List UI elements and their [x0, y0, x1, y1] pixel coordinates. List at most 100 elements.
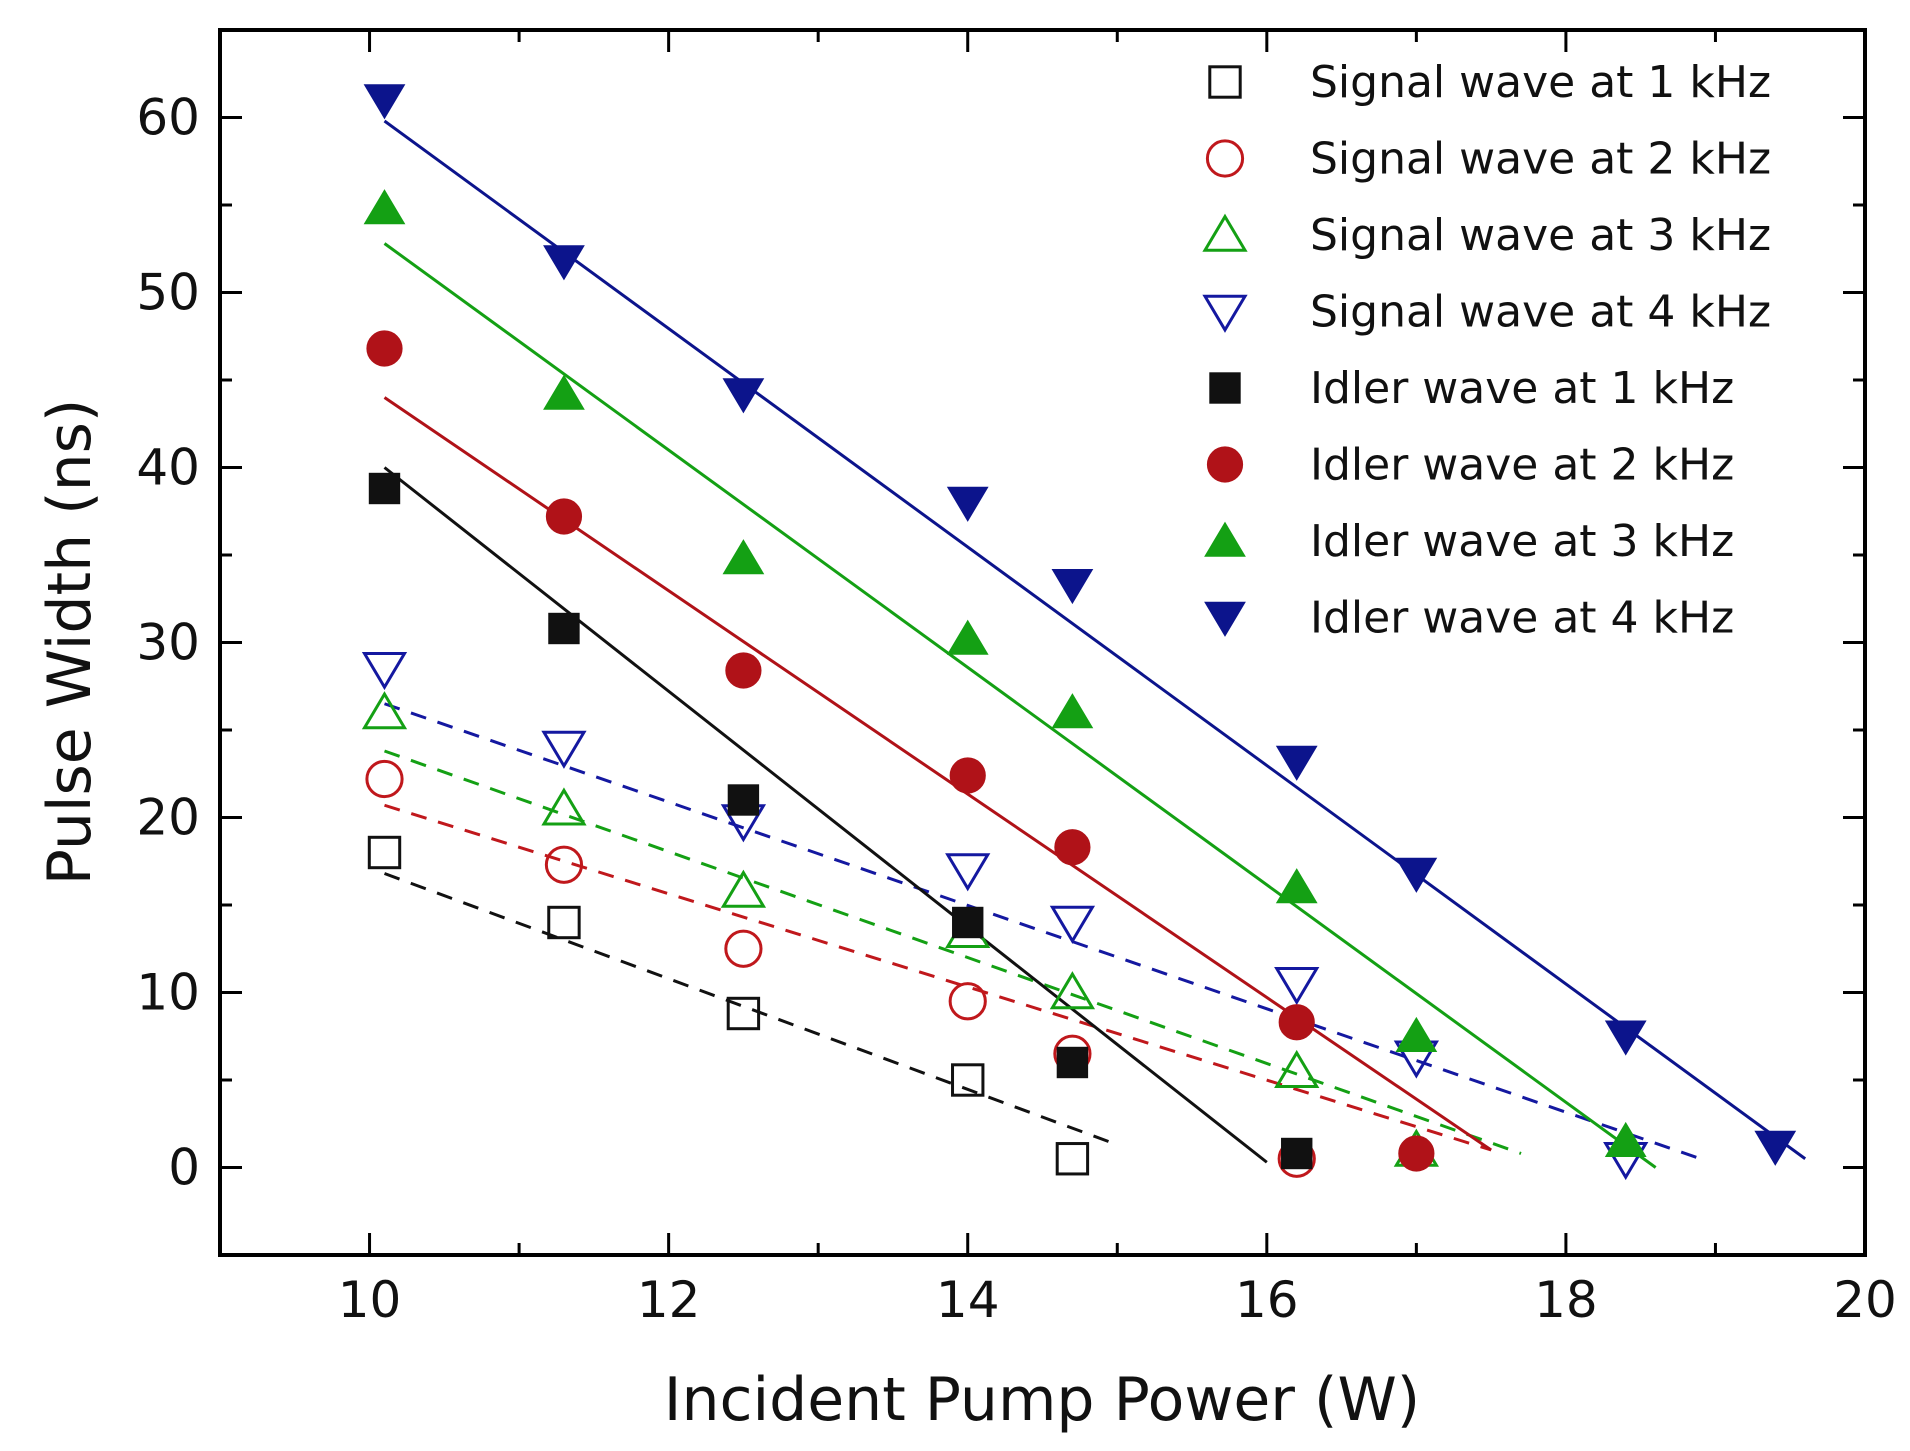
- legend-label-2: Signal wave at 2 kHz: [1310, 134, 1771, 185]
- data-point-s4-6: [1274, 967, 1320, 1006]
- data-point-s8-7: [1395, 857, 1438, 893]
- legend-marker-5: [1209, 372, 1241, 404]
- data-point-s7-3: [722, 539, 765, 575]
- data-point-s1-1: [367, 835, 402, 870]
- fit-line-2: [384, 803, 1492, 1152]
- y-tick-label: 30: [136, 614, 200, 672]
- x-tick-label: 16: [1235, 1271, 1299, 1329]
- legend-label-3: Signal wave at 3 kHz: [1310, 210, 1771, 261]
- x-tick-label: 20: [1833, 1271, 1897, 1329]
- legend-item-4: Signal wave at 4 kHz: [1202, 287, 1771, 338]
- x-axis-title: Incident Pump Power (W): [664, 1365, 1420, 1435]
- data-point-s5-5: [1056, 1046, 1089, 1079]
- data-point-s3-1: [361, 691, 408, 730]
- data-point-s3-2: [541, 787, 587, 826]
- x-tick-label: 18: [1534, 1271, 1598, 1329]
- data-point-s4-1: [361, 652, 408, 691]
- data-point-s3-6: [1274, 1049, 1320, 1088]
- data-point-s4-5: [1049, 905, 1096, 944]
- legend-marker-1: [1208, 65, 1242, 99]
- fit-line-1: [383, 872, 1118, 1147]
- data-point-s7-8: [1604, 1121, 1647, 1157]
- data-point-s8-9: [1754, 1130, 1797, 1166]
- y-axis-title: Pulse Width (ns): [35, 399, 105, 886]
- legend-item-3: Signal wave at 3 kHz: [1202, 210, 1771, 261]
- legend-item-8: Idler wave at 4 kHz: [1204, 593, 1734, 644]
- legend-item-1: Signal wave at 1 kHz: [1208, 57, 1771, 108]
- y-tick-label: 10: [136, 964, 200, 1022]
- data-point-s1-3: [726, 996, 761, 1031]
- data-point-s7-5: [1051, 693, 1094, 729]
- data-point-s5-4: [952, 906, 984, 939]
- data-point-s2-4: [948, 982, 987, 1021]
- legend-marker-2: [1205, 139, 1245, 178]
- data-point-s5-6: [1281, 1137, 1313, 1170]
- data-point-s6-4: [949, 757, 986, 794]
- y-tick-label: 40: [136, 439, 200, 497]
- legend-label-5: Idler wave at 1 kHz: [1310, 363, 1734, 414]
- legend-item-7: Idler wave at 3 kHz: [1204, 516, 1734, 567]
- data-point-s2-2: [544, 845, 584, 884]
- data-point-s6-7: [1398, 1135, 1435, 1172]
- legend-label-1: Signal wave at 1 kHz: [1310, 57, 1771, 108]
- y-tick-label: 20: [136, 789, 200, 847]
- data-point-s1-4: [951, 1063, 985, 1097]
- data-point-s5-3: [727, 784, 760, 816]
- legend-label-4: Signal wave at 4 kHz: [1310, 287, 1771, 338]
- data-point-s6-3: [725, 652, 762, 689]
- y-tick-label: 50: [136, 264, 200, 322]
- data-point-s4-4: [945, 853, 991, 892]
- x-tick-label: 14: [936, 1271, 1000, 1329]
- legend-marker-7: [1204, 521, 1246, 557]
- data-point-s7-6: [1275, 868, 1318, 904]
- legend-item-2: Signal wave at 2 kHz: [1205, 134, 1771, 185]
- data-point-s4-2: [541, 730, 587, 769]
- x-tick-label: 12: [637, 1271, 701, 1329]
- y-tick-label: 60: [136, 89, 200, 147]
- legend: Signal wave at 1 kHz Signal wave at 2 kHz…: [1202, 57, 1771, 644]
- data-point-s1-2: [547, 905, 581, 940]
- data-point-s7-7: [1395, 1016, 1438, 1052]
- legend-label-7: Idler wave at 3 kHz: [1310, 516, 1734, 567]
- data-point-s6-2: [545, 498, 583, 535]
- data-point-s8-1: [363, 84, 406, 120]
- fit-line-3: [383, 749, 1522, 1155]
- axis-ticks: 10 12 14 16 18 20 0 10 20 30 40 50 60: [136, 28, 1897, 1329]
- data-point-s8-8: [1604, 1020, 1647, 1056]
- data-point-s3-5: [1049, 971, 1096, 1010]
- legend-label-8: Idler wave at 4 kHz: [1310, 593, 1734, 644]
- data-point-s5-1: [368, 472, 401, 505]
- legend-marker-4: [1202, 294, 1248, 333]
- fit-line-8: [383, 119, 1807, 1160]
- legend-marker-6: [1206, 446, 1244, 483]
- data-point-s7-1: [363, 189, 406, 225]
- legend-marker-8: [1204, 601, 1246, 637]
- legend-item-5: Idler wave at 1 kHz: [1209, 363, 1734, 414]
- data-point-s3-3: [720, 869, 767, 908]
- fit-line-4: [384, 702, 1701, 1161]
- data-point-s7-2: [543, 374, 585, 410]
- data-point-s8-5: [1051, 569, 1094, 605]
- data-point-s8-4: [946, 486, 989, 522]
- data-point-s8-3: [722, 378, 765, 414]
- data-point-s8-2: [543, 245, 585, 281]
- data-point-s2-3: [724, 929, 763, 968]
- legend-item-6: Idler wave at 2 kHz: [1206, 440, 1734, 491]
- data-points: [361, 84, 1797, 1181]
- fit-line-5: [383, 466, 1268, 1164]
- data-point-s6-6: [1278, 1004, 1315, 1041]
- y-tick-label: 0: [168, 1139, 200, 1197]
- data-point-s1-5: [1055, 1142, 1090, 1176]
- data-point-s2-1: [365, 759, 404, 799]
- data-point-s5-2: [548, 612, 580, 645]
- data-point-s6-5: [1054, 829, 1091, 866]
- data-point-s7-4: [946, 619, 989, 655]
- legend-label-6: Idler wave at 2 kHz: [1310, 440, 1734, 491]
- legend-marker-3: [1202, 213, 1248, 252]
- data-point-s8-6: [1275, 745, 1318, 781]
- x-tick-label: 10: [338, 1271, 402, 1329]
- data-point-s6-1: [366, 330, 403, 367]
- fit-line-7: [383, 242, 1657, 1169]
